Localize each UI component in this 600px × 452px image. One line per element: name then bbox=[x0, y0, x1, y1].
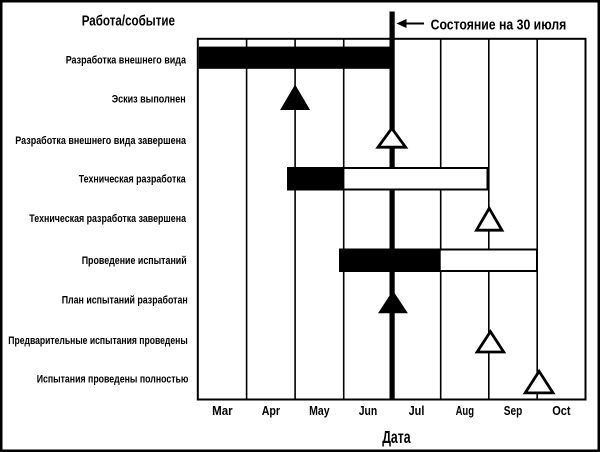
svg-text:Состояние на 30 июля: Состояние на 30 июля bbox=[431, 16, 567, 33]
svg-text:Aug: Aug bbox=[456, 404, 474, 418]
svg-text:Работа/событие: Работа/событие bbox=[82, 13, 175, 30]
svg-text:Техническая разработка заверше: Техническая разработка завершена bbox=[29, 213, 186, 225]
svg-text:Предварительные испытания пров: Предварительные испытания проведены bbox=[8, 335, 187, 347]
svg-text:Эскиз выполнен: Эскиз выполнен bbox=[112, 94, 186, 106]
svg-text:Jun: Jun bbox=[359, 404, 377, 418]
svg-text:Дата: Дата bbox=[382, 427, 411, 447]
svg-text:Oct: Oct bbox=[552, 404, 571, 418]
svg-text:Проведение испытаний: Проведение испытаний bbox=[82, 255, 187, 267]
svg-text:Jul: Jul bbox=[409, 404, 425, 418]
svg-text:Разработка внешнего вида: Разработка внешнего вида bbox=[66, 54, 187, 66]
svg-text:Разработка внешнего вида завер: Разработка внешнего вида завершена bbox=[15, 135, 186, 147]
svg-text:Sep: Sep bbox=[504, 404, 523, 418]
svg-text:Mar: Mar bbox=[212, 404, 233, 418]
svg-text:Техническая разработка: Техническая разработка bbox=[79, 174, 187, 186]
svg-text:План испытаний разработан: План испытаний разработан bbox=[62, 295, 188, 307]
svg-text:May: May bbox=[309, 404, 330, 418]
svg-text:Apr: Apr bbox=[262, 404, 281, 418]
svg-text:Испытания проведены полностью: Испытания проведены полностью bbox=[37, 374, 189, 386]
